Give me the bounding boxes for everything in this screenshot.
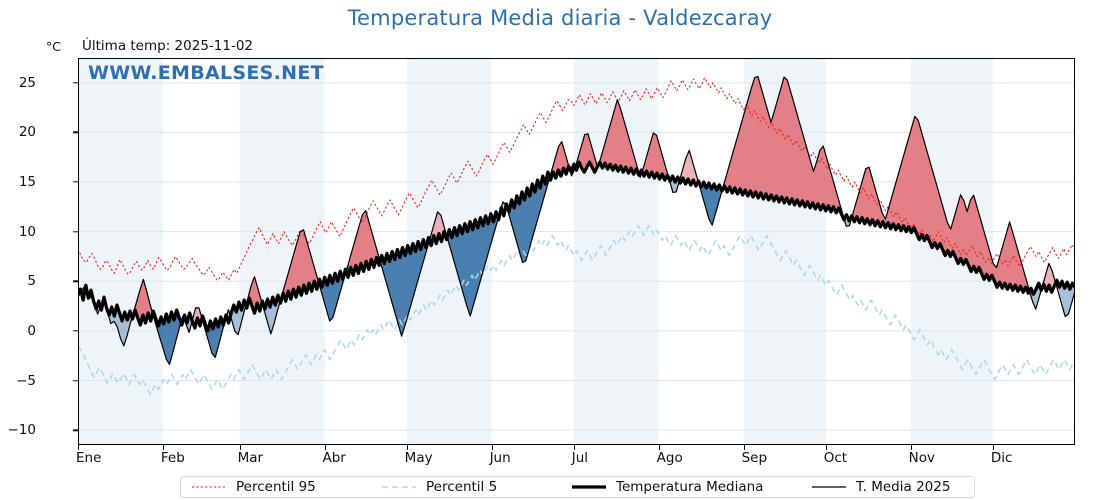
x-axis-tick-label: May — [404, 450, 433, 466]
y-axis-tick-mark — [73, 280, 78, 282]
legend-item-label: Percentil 95 — [236, 479, 316, 495]
x-axis-tick-label: Feb — [160, 450, 185, 466]
x-axis-tick-label: Nov — [908, 450, 936, 466]
y-axis-unit-label: °C — [46, 39, 61, 54]
legend-item[interactable]: Percentil 95 — [181, 477, 371, 497]
x-axis-tick-mark — [239, 445, 241, 450]
x-axis-tick-mark — [658, 445, 661, 450]
x-axis-tick-mark — [910, 445, 913, 450]
x-axis-tick-mark — [78, 445, 80, 450]
gridlines — [78, 82, 1075, 431]
x-axis-tick-label: Sep — [741, 450, 768, 466]
y-axis-tick-mark — [73, 379, 78, 382]
legend-swatch-line — [382, 486, 416, 488]
x-axis-tick-label: Dic — [990, 450, 1013, 466]
legend-item[interactable]: Percentil 5 — [371, 477, 561, 497]
legend-item-label: Temperatura Mediana — [616, 479, 764, 495]
y-axis-tick-label: 20 — [18, 124, 36, 141]
last-temp-label: Última temp: 2025-11-02 — [82, 38, 254, 54]
x-axis-tick-mark — [406, 445, 409, 450]
legend-swatch-line — [192, 486, 226, 488]
y-axis-tick-label: 25 — [18, 74, 36, 91]
x-axis-tick-mark — [743, 445, 745, 450]
x-axis-tick-mark — [573, 445, 576, 450]
legend-swatch-line — [572, 485, 606, 489]
page-title: Temperatura Media diaria - Valdezcaray — [347, 6, 773, 30]
y-axis-tick-label: 0 — [27, 322, 36, 339]
legend-item-label: Percentil 5 — [426, 479, 498, 495]
x-axis-tick-mark — [992, 445, 995, 450]
x-axis-tick-label: Ene — [76, 450, 102, 466]
y-axis-tick-mark — [73, 429, 78, 431]
y-axis-tick-label: 5 — [27, 273, 36, 290]
legend-swatch-line — [812, 486, 846, 488]
watermark: WWW.EMBALSES.NET — [88, 62, 324, 84]
x-axis-tick-mark — [491, 445, 493, 450]
series-lines — [78, 75, 1075, 396]
x-axis-tick-label: Mar — [237, 450, 264, 466]
legend-item-label: T. Media 2025 — [856, 479, 951, 495]
x-axis-tick-label: Jun — [489, 450, 511, 466]
x-axis-tick-mark — [825, 445, 828, 450]
chart-legend: Percentil 95 Percentil 5 Temperatura Media… — [180, 476, 975, 498]
x-axis-tick-label: Ago — [656, 450, 683, 466]
chart-plot-area — [78, 58, 1075, 445]
legend-item[interactable]: T. Media 2025 — [801, 477, 1011, 497]
x-axis-tick-label: Abr — [322, 450, 346, 466]
y-axis-tick-label: 10 — [18, 223, 36, 240]
legend-item[interactable]: Temperatura Mediana — [561, 477, 801, 497]
x-axis-tick-label: Oct — [823, 450, 848, 466]
y-axis-tick-mark — [73, 131, 78, 134]
y-axis-tick-mark — [73, 330, 78, 332]
y-axis-tick-label: −10 — [7, 422, 37, 439]
y-axis-tick-label: 15 — [18, 174, 36, 191]
y-axis-tick-mark — [73, 82, 78, 84]
x-axis-tick-mark — [162, 445, 165, 450]
y-axis-tick-mark — [73, 230, 78, 233]
y-axis-tick-mark — [73, 181, 78, 183]
x-axis-tick-label: Jul — [571, 450, 589, 466]
x-axis-tick-mark — [324, 445, 326, 450]
y-axis-tick-label: −5 — [16, 372, 36, 389]
